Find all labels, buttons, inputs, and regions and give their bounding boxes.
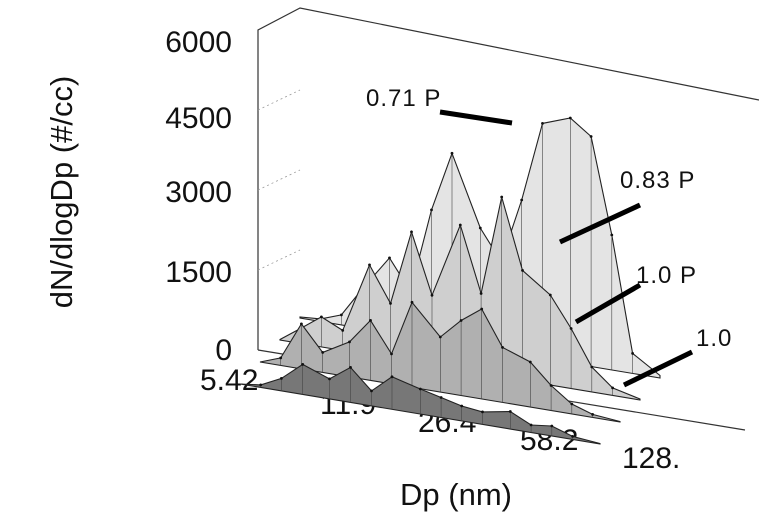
data-point	[589, 135, 593, 138]
data-point	[410, 230, 413, 234]
y-axis-title: dN/dlogDp (#/cc)	[44, 76, 79, 309]
data-point	[529, 423, 533, 427]
data-point	[610, 233, 614, 237]
data-point	[430, 293, 434, 297]
data-point	[549, 384, 553, 387]
data-point	[591, 413, 594, 416]
data-point	[481, 410, 484, 414]
data-point	[590, 365, 594, 369]
data-point	[450, 151, 454, 155]
data-point	[301, 363, 305, 366]
data-point	[500, 195, 504, 199]
data-point	[369, 319, 372, 322]
data-point	[460, 404, 464, 408]
series-label: 0.71 P	[366, 85, 441, 112]
data-point	[550, 424, 554, 428]
data-point	[349, 366, 352, 369]
data-point	[390, 375, 394, 379]
data-point	[341, 329, 345, 332]
data-point	[480, 307, 484, 311]
y-tick-label: 0	[215, 334, 232, 367]
data-point	[631, 352, 634, 355]
series-label: 0.83 P	[620, 167, 695, 194]
data-point	[368, 263, 371, 267]
data-point	[388, 256, 391, 260]
data-point	[320, 315, 323, 319]
series-label: 1.0 P	[636, 262, 697, 289]
series-leader-line	[439, 109, 513, 126]
series-leader-line	[574, 282, 642, 325]
data-point	[328, 377, 331, 381]
x-tick-label: 5.42	[200, 364, 258, 397]
series-leader-line	[622, 349, 694, 388]
y-tick-label: 4500	[165, 102, 232, 135]
series-annotations: 0.71 P 0.83 P 1.0 P 1.0	[366, 85, 732, 388]
data-point	[528, 360, 532, 364]
data-point	[479, 292, 483, 295]
data-point	[520, 198, 524, 202]
data-point	[521, 269, 524, 272]
data-point	[279, 356, 283, 360]
data-point	[390, 352, 393, 356]
data-point	[568, 116, 572, 120]
data-point	[458, 223, 462, 227]
data-point	[340, 313, 343, 317]
y-tick-label: 3000	[165, 176, 232, 209]
data-point	[300, 322, 303, 326]
data-point	[569, 327, 573, 330]
series-layer	[239, 116, 661, 445]
data-point	[570, 402, 574, 406]
data-point	[259, 383, 263, 387]
data-point	[478, 226, 482, 230]
data-point	[508, 410, 512, 413]
data-point	[501, 346, 504, 349]
data-point	[348, 340, 351, 344]
data-point	[418, 387, 422, 391]
data-point	[370, 389, 373, 393]
y-tick-label: 1500	[165, 256, 232, 289]
data-point	[541, 122, 544, 125]
data-point	[439, 396, 443, 399]
x-axis-title: Dp (nm)	[400, 477, 512, 512]
data-point	[430, 208, 433, 212]
data-point	[280, 377, 283, 380]
data-point	[571, 435, 574, 438]
y-tick-label: 6000	[165, 26, 232, 59]
series-label: 1.0	[696, 325, 732, 352]
y-axis: 0 1500 3000 4500 6000	[165, 26, 232, 367]
data-point	[389, 302, 392, 305]
data-point	[438, 335, 442, 339]
data-point	[459, 319, 463, 322]
data-point	[611, 386, 614, 390]
series-leader-line	[558, 202, 642, 245]
x-tick-label: 128.	[622, 442, 680, 475]
data-point	[321, 351, 325, 354]
data-point	[548, 293, 552, 297]
data-point	[410, 300, 414, 304]
